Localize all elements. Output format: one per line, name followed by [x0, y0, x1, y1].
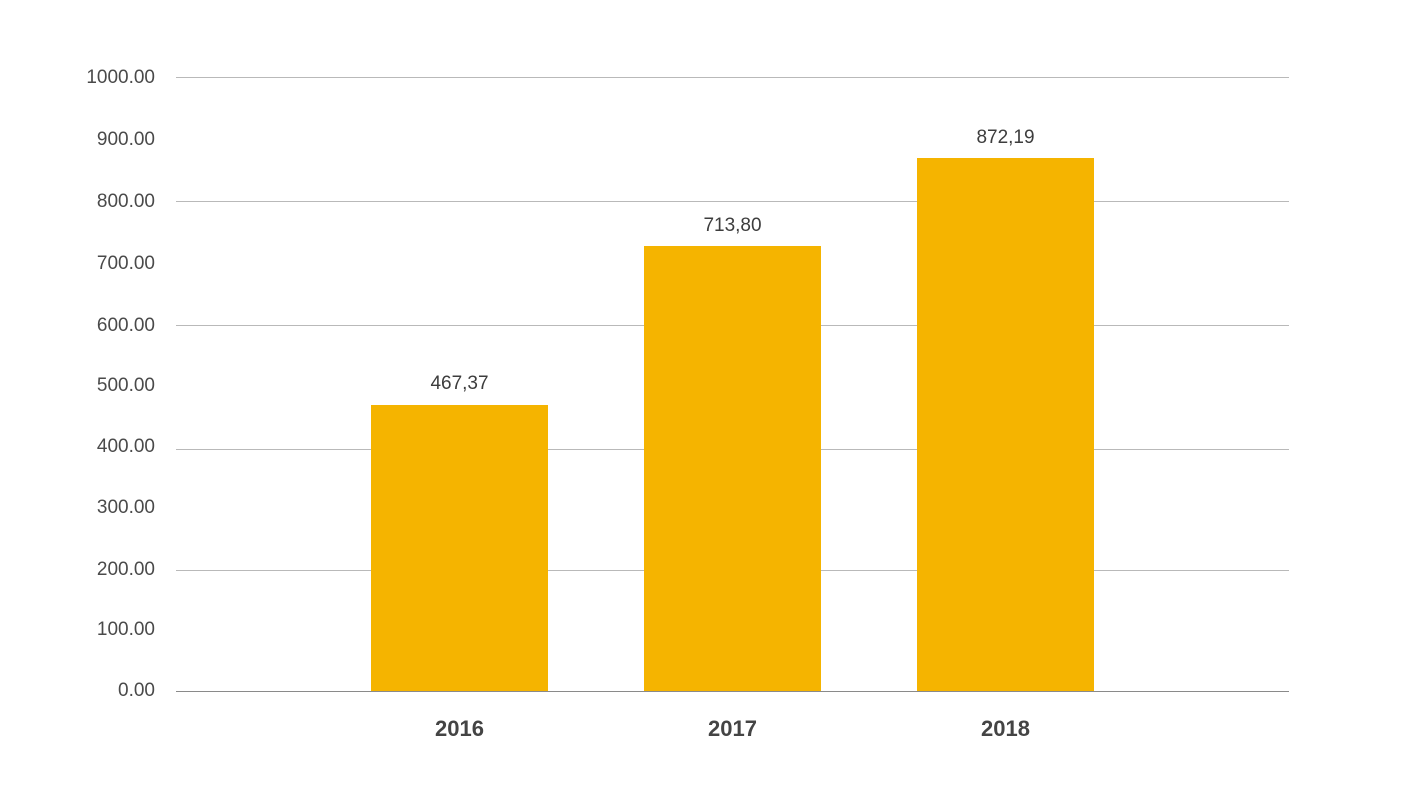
x-axis-baseline	[176, 691, 1289, 692]
y-tick-800: 800.00	[96, 191, 155, 212]
y-tick-200: 200.00	[96, 559, 155, 580]
gridline-800	[176, 201, 1289, 202]
x-label-2017: 2017	[708, 716, 757, 741]
x-label-2016: 2016	[435, 716, 484, 741]
y-tick-900: 900.00	[96, 129, 155, 150]
data-label-2017: 713,80	[703, 215, 762, 236]
gridline-1000	[176, 77, 1289, 78]
y-tick-0: 0.00	[118, 680, 155, 701]
y-tick-1000: 1000.00	[86, 67, 155, 88]
y-tick-300: 300.00	[96, 497, 155, 518]
data-label-2016: 467,37	[430, 373, 489, 394]
y-tick-500: 500.00	[96, 375, 155, 396]
y-tick-700: 700.00	[96, 253, 155, 274]
y-tick-600: 600.00	[96, 315, 155, 336]
y-tick-100: 100.00	[96, 619, 155, 640]
bar-2017	[644, 246, 821, 691]
y-tick-400: 400.00	[96, 436, 155, 457]
x-label-2018: 2018	[981, 716, 1030, 741]
bar-2018	[917, 158, 1094, 691]
bar-2016	[371, 405, 548, 691]
data-label-2018: 872,19	[976, 127, 1035, 148]
